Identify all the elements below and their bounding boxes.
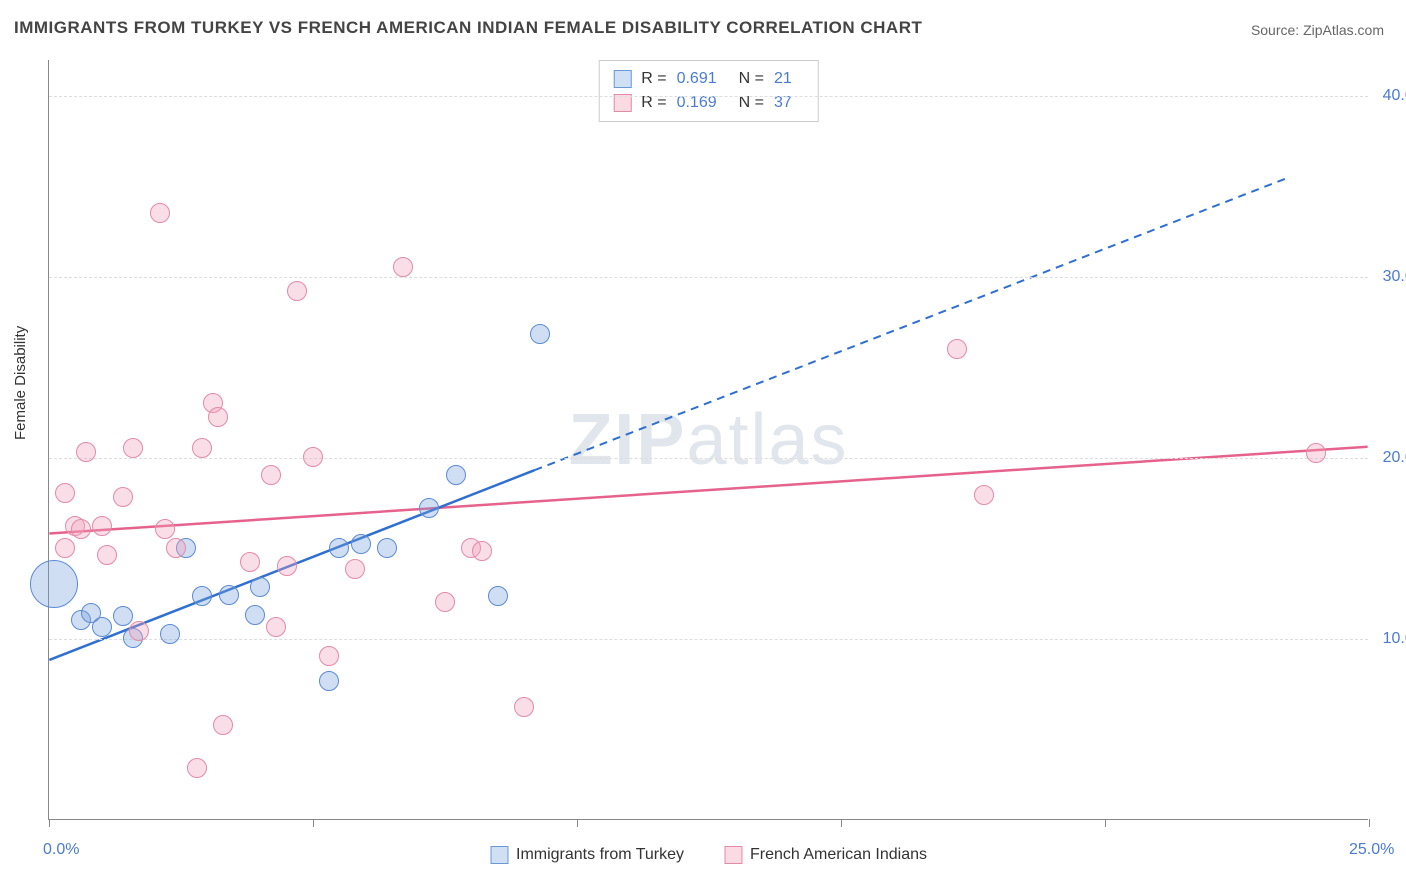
x-tick-label: 25.0% — [1349, 841, 1394, 859]
y-tick-label: 30.0% — [1383, 268, 1406, 286]
point-french — [319, 646, 339, 666]
point-french — [187, 758, 207, 778]
gridline-h — [49, 96, 1368, 97]
x-tick-mark — [49, 819, 50, 827]
point-french — [266, 617, 286, 637]
legend-item-0: Immigrants from Turkey — [490, 846, 684, 864]
point-french — [213, 715, 233, 735]
y-tick-label: 40.0% — [1383, 87, 1406, 105]
chart-title: IMMIGRANTS FROM TURKEY VS FRENCH AMERICA… — [14, 18, 922, 38]
point-french — [166, 538, 186, 558]
point-french — [129, 621, 149, 641]
point-french — [113, 487, 133, 507]
point-french — [76, 442, 96, 462]
point-french — [261, 465, 281, 485]
plot-area: ZIPatlas R = 0.691 N = 21 R = 0.169 N = … — [48, 60, 1368, 820]
trend-line — [49, 447, 1367, 534]
point-french — [55, 538, 75, 558]
point-french — [150, 203, 170, 223]
gridline-h — [49, 277, 1368, 278]
point-french — [947, 339, 967, 359]
legend-item-1: French American Indians — [724, 846, 927, 864]
point-french — [192, 438, 212, 458]
point-french — [208, 407, 228, 427]
point-turkey — [419, 498, 439, 518]
bottom-legend: Immigrants from Turkey French American I… — [490, 846, 927, 864]
x-tick-mark — [313, 819, 314, 827]
point-french — [92, 516, 112, 536]
point-french — [277, 556, 297, 576]
point-turkey — [250, 577, 270, 597]
legend-label-0: Immigrants from Turkey — [516, 846, 684, 864]
point-turkey — [377, 538, 397, 558]
point-french — [303, 447, 323, 467]
point-french — [1306, 443, 1326, 463]
gridline-h — [49, 639, 1368, 640]
point-turkey — [319, 671, 339, 691]
point-turkey — [219, 585, 239, 605]
point-turkey — [488, 586, 508, 606]
point-french — [155, 519, 175, 539]
point-turkey — [446, 465, 466, 485]
point-french — [974, 485, 994, 505]
point-turkey — [113, 606, 133, 626]
point-french — [123, 438, 143, 458]
point-french — [287, 281, 307, 301]
y-tick-label: 20.0% — [1383, 449, 1406, 467]
point-turkey — [30, 560, 78, 608]
point-turkey — [351, 534, 371, 554]
source-label: Source: ZipAtlas.com — [1251, 22, 1384, 38]
trend-line — [534, 177, 1288, 470]
point-french — [435, 592, 455, 612]
x-tick-mark — [841, 819, 842, 827]
chart-container: IMMIGRANTS FROM TURKEY VS FRENCH AMERICA… — [0, 0, 1406, 892]
point-french — [55, 483, 75, 503]
point-french — [345, 559, 365, 579]
point-turkey — [329, 538, 349, 558]
point-turkey — [245, 605, 265, 625]
legend-swatch-1 — [724, 846, 742, 864]
point-french — [472, 541, 492, 561]
gridline-h — [49, 458, 1368, 459]
trend-lines-layer — [49, 60, 1368, 819]
point-french — [393, 257, 413, 277]
x-tick-mark — [1105, 819, 1106, 827]
point-turkey — [192, 586, 212, 606]
legend-swatch-0 — [490, 846, 508, 864]
x-tick-mark — [577, 819, 578, 827]
point-turkey — [92, 617, 112, 637]
legend-label-1: French American Indians — [750, 846, 927, 864]
point-turkey — [160, 624, 180, 644]
x-tick-label: 0.0% — [43, 841, 79, 859]
point-french — [71, 519, 91, 539]
point-french — [97, 545, 117, 565]
point-turkey — [530, 324, 550, 344]
point-french — [514, 697, 534, 717]
x-tick-mark — [1369, 819, 1370, 827]
point-french — [240, 552, 260, 572]
y-axis-label: Female Disability — [12, 326, 29, 440]
y-tick-label: 10.0% — [1383, 630, 1406, 648]
